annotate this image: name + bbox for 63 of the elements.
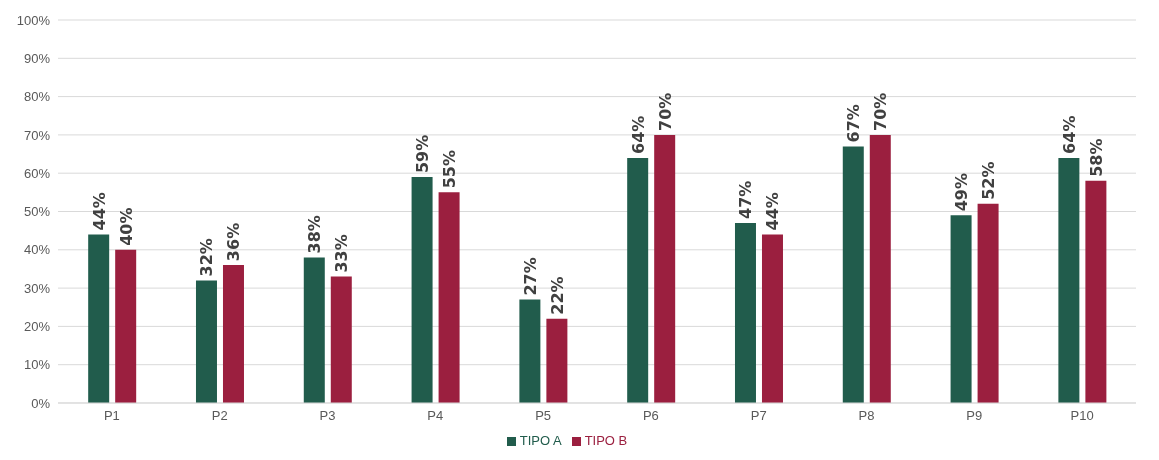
data-label: 40%: [116, 207, 136, 246]
x-tick-label: P5: [535, 408, 552, 424]
bar: [842, 146, 864, 403]
bar: [734, 222, 756, 403]
bar: [627, 157, 649, 403]
bar: [330, 276, 352, 403]
bar: [950, 215, 972, 403]
data-label: 70%: [871, 92, 891, 131]
x-tick-label: P7: [750, 408, 767, 424]
data-label: 44%: [89, 192, 109, 231]
y-tick-label: 50%: [23, 204, 51, 220]
data-label: 52%: [979, 161, 999, 200]
x-tick-label: P9: [966, 408, 983, 424]
bar: [1058, 157, 1080, 403]
data-label: 38%: [305, 215, 325, 254]
bar: [222, 265, 244, 403]
x-tick-label: P3: [319, 408, 336, 424]
data-label: 59%: [413, 134, 433, 174]
data-label: 27%: [520, 257, 540, 296]
bar: [411, 177, 433, 403]
bar: [546, 318, 568, 403]
bar: [519, 299, 541, 403]
data-label: 36%: [224, 222, 244, 262]
bar: [761, 234, 783, 403]
data-label: 55%: [440, 150, 460, 189]
bar: [869, 134, 891, 403]
data-label: 67%: [844, 104, 864, 143]
bar: [195, 280, 217, 403]
data-label: 58%: [1086, 138, 1106, 177]
x-tick-label: P4: [427, 408, 444, 424]
bar: [88, 234, 110, 403]
x-tick-label: P8: [858, 408, 875, 424]
bar: [1085, 180, 1107, 403]
y-tick-label: 60%: [23, 165, 51, 181]
data-label: 49%: [952, 173, 972, 212]
data-label: 64%: [628, 115, 648, 154]
legend-label: TIPO B: [584, 433, 628, 448]
x-tick-label: P6: [642, 408, 659, 424]
y-tick-label: 0%: [31, 395, 51, 411]
legend-label: TIPO A: [519, 433, 562, 448]
y-tick-label: 40%: [23, 242, 51, 258]
x-tick-label: P2: [211, 408, 228, 424]
data-label: 33%: [332, 234, 352, 273]
y-tick-label: 70%: [23, 127, 51, 143]
y-tick-label: 80%: [23, 89, 51, 105]
x-tick-label: P1: [103, 408, 120, 424]
data-label: 70%: [655, 92, 675, 131]
bar: [438, 192, 460, 403]
y-tick-label: 90%: [23, 50, 51, 66]
y-tick-label: 10%: [23, 357, 51, 373]
bar: [115, 249, 137, 403]
bar: [654, 134, 676, 403]
y-tick-label: 30%: [23, 280, 51, 296]
data-label: 64%: [1059, 115, 1079, 154]
bar: [303, 257, 325, 403]
bar: [977, 203, 999, 403]
y-tick-label: 20%: [23, 319, 51, 335]
data-label: 47%: [736, 180, 756, 219]
data-label: 32%: [197, 238, 217, 277]
y-tick-label: 100%: [16, 12, 51, 28]
data-label: 44%: [763, 192, 783, 231]
data-label: 22%: [547, 276, 567, 315]
x-tick-label: P10: [1070, 408, 1094, 424]
